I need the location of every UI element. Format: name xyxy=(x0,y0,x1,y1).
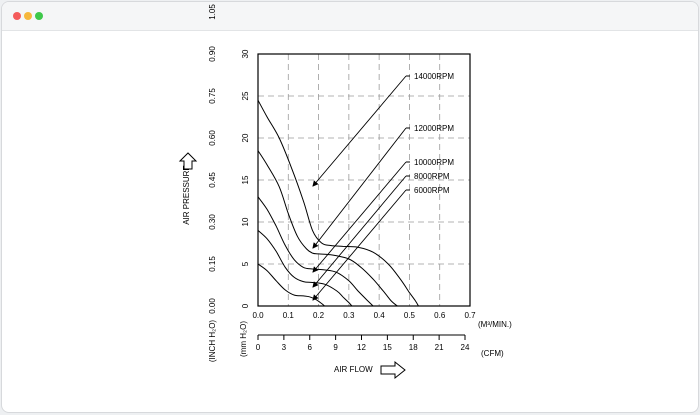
y-tick-label: 30 xyxy=(241,49,250,58)
plot-frame xyxy=(257,53,471,307)
legend-leaders: 14000RPM 12000RPM 10000RPM 8000RPM 6000RPM xyxy=(312,72,454,301)
y2-tick-label: 0.30 xyxy=(208,214,217,230)
y2-tick-label: 1.05 xyxy=(208,4,217,20)
titlebar xyxy=(2,2,698,31)
x2-tick-label: 3 xyxy=(282,343,287,352)
y2-tick-label: 0.00 xyxy=(208,298,217,314)
series-line-12000rpm xyxy=(257,150,398,307)
y2-tick-label: 0.75 xyxy=(208,88,217,104)
x2-unit-label: (CFM) xyxy=(481,349,504,358)
series-line-6000rpm xyxy=(257,263,325,307)
series-line-10000rpm xyxy=(257,196,374,307)
x-tick-label: 0.1 xyxy=(283,311,295,320)
y2-tick-label: 0.45 xyxy=(208,172,217,188)
x-unit-label: (M³/MIN.) xyxy=(478,320,512,329)
x2-tick-label: 6 xyxy=(308,343,313,352)
x-tick-label: 0.0 xyxy=(252,311,264,320)
legend-label: 14000RPM xyxy=(414,72,454,81)
x2-tick-label: 24 xyxy=(461,343,470,352)
axis-ticks: 0510152025300.000.150.300.450.600.750.90… xyxy=(208,4,476,352)
y2-unit-label: (INCH H₂O) xyxy=(208,320,217,363)
y-tick-label: 5 xyxy=(241,261,250,266)
x-axis-title: AIR FLOW xyxy=(334,365,373,374)
up-arrow-icon xyxy=(178,152,198,170)
legend-leader-line xyxy=(312,175,407,288)
x2-tick-label: 21 xyxy=(435,343,444,352)
legend-leader-line xyxy=(312,189,407,301)
maximize-window-dot[interactable] xyxy=(35,12,43,20)
y-tick-label: 10 xyxy=(241,217,250,226)
x-tick-label: 0.7 xyxy=(464,311,476,320)
series-line-14000rpm xyxy=(257,99,419,307)
legend-leader-line xyxy=(312,75,407,187)
right-arrow-icon xyxy=(380,360,406,380)
y-tick-label: 20 xyxy=(241,133,250,142)
minimize-window-dot[interactable] xyxy=(24,12,32,20)
x-tick-label: 0.5 xyxy=(404,311,416,320)
y2-tick-label: 0.60 xyxy=(208,130,217,146)
legend-leader-line xyxy=(312,161,407,273)
y-tick-label: 0 xyxy=(241,303,250,308)
x-tick-label: 0.2 xyxy=(313,311,325,320)
legend-label: 12000RPM xyxy=(414,124,454,133)
series-line-8000rpm xyxy=(257,230,353,307)
x2-tick-label: 12 xyxy=(357,343,366,352)
x2-tick-label: 15 xyxy=(383,343,392,352)
close-window-dot[interactable] xyxy=(13,12,21,20)
x-tick-label: 0.6 xyxy=(434,311,446,320)
y2-tick-label: 0.15 xyxy=(208,256,217,272)
x-tick-label: 0.3 xyxy=(343,311,355,320)
legend-label: 8000RPM xyxy=(414,172,450,181)
y-tick-label: 25 xyxy=(241,91,250,100)
legend-leader-line xyxy=(312,127,407,249)
x2-tick-label: 9 xyxy=(333,343,338,352)
y-unit-label: (mm H₂O) xyxy=(239,321,248,357)
legend-label: 10000RPM xyxy=(414,158,454,167)
y2-tick-label: 0.90 xyxy=(208,46,217,62)
x2-tick-label: 18 xyxy=(409,343,418,352)
x2-tick-label: 0 xyxy=(256,343,261,352)
legend-label: 6000RPM xyxy=(414,186,450,195)
y-tick-label: 15 xyxy=(241,175,250,184)
y-axis-title: AIR PRESSURE xyxy=(182,165,191,225)
x-tick-label: 0.4 xyxy=(374,311,386,320)
